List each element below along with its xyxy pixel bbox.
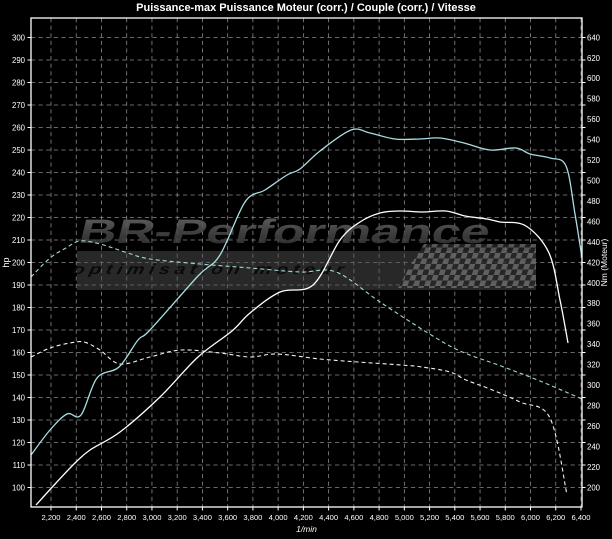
svg-text:Puissance-max Puissance Moteur: Puissance-max Puissance Moteur (corr.) /…	[136, 2, 476, 14]
svg-text:460: 460	[587, 217, 601, 226]
svg-text:200: 200	[587, 483, 601, 492]
svg-text:5,200: 5,200	[420, 513, 439, 522]
svg-text:560: 560	[587, 115, 601, 124]
svg-text:220: 220	[587, 463, 601, 472]
svg-text:230: 230	[12, 191, 26, 200]
svg-text:260: 260	[12, 123, 26, 132]
svg-text:2,400: 2,400	[67, 513, 86, 522]
svg-text:4,000: 4,000	[269, 513, 288, 522]
svg-text:640: 640	[587, 33, 601, 42]
svg-text:100: 100	[12, 483, 26, 492]
svg-text:Nm (Moteur): Nm (Moteur)	[599, 238, 609, 286]
svg-text:3,000: 3,000	[142, 513, 161, 522]
svg-text:hp: hp	[1, 257, 11, 267]
svg-text:3,800: 3,800	[243, 513, 262, 522]
svg-text:110: 110	[13, 461, 26, 470]
svg-text:260: 260	[587, 422, 601, 431]
svg-text:160: 160	[12, 348, 26, 357]
svg-text:130: 130	[12, 416, 26, 425]
svg-text:320: 320	[587, 361, 601, 370]
svg-text:600: 600	[587, 74, 601, 83]
svg-text:360: 360	[587, 320, 601, 329]
svg-text:540: 540	[587, 136, 601, 145]
svg-text:5,400: 5,400	[445, 513, 464, 522]
svg-text:3,600: 3,600	[218, 513, 237, 522]
svg-text:300: 300	[587, 381, 601, 390]
svg-text:200: 200	[12, 258, 26, 267]
svg-text:BR-Performance: BR-Performance	[75, 213, 494, 251]
svg-text:2,800: 2,800	[117, 513, 136, 522]
svg-text:optimisation moteur: optimisation moteur	[71, 261, 350, 278]
svg-text:480: 480	[587, 197, 601, 206]
svg-text:280: 280	[587, 401, 601, 410]
svg-text:4,400: 4,400	[319, 513, 338, 522]
svg-text:4,800: 4,800	[370, 513, 389, 522]
svg-text:5,800: 5,800	[496, 513, 515, 522]
svg-text:120: 120	[12, 438, 26, 447]
svg-text:2,200: 2,200	[41, 513, 60, 522]
svg-text:170: 170	[12, 326, 26, 335]
svg-text:150: 150	[12, 371, 26, 380]
svg-text:5,600: 5,600	[471, 513, 490, 522]
svg-text:4,200: 4,200	[294, 513, 313, 522]
svg-text:5,000: 5,000	[395, 513, 414, 522]
svg-text:140: 140	[12, 393, 26, 402]
svg-text:270: 270	[12, 101, 26, 110]
svg-text:300: 300	[12, 33, 26, 42]
svg-text:340: 340	[587, 340, 601, 349]
svg-text:500: 500	[587, 176, 601, 185]
svg-text:6,200: 6,200	[546, 513, 565, 522]
svg-text:3,200: 3,200	[168, 513, 187, 522]
svg-text:6,000: 6,000	[521, 513, 540, 522]
svg-text:4,600: 4,600	[344, 513, 363, 522]
svg-text:620: 620	[587, 54, 601, 63]
svg-text:180: 180	[12, 303, 26, 312]
svg-text:280: 280	[12, 78, 26, 87]
svg-text:240: 240	[12, 168, 26, 177]
svg-text:2,600: 2,600	[92, 513, 111, 522]
svg-text:250: 250	[12, 146, 26, 155]
svg-text:380: 380	[587, 299, 601, 308]
svg-text:240: 240	[587, 442, 601, 451]
svg-text:290: 290	[12, 56, 26, 65]
svg-text:220: 220	[12, 213, 26, 222]
svg-text:3,400: 3,400	[193, 513, 212, 522]
svg-text:520: 520	[587, 156, 601, 165]
svg-text:210: 210	[12, 236, 26, 245]
svg-text:190: 190	[12, 281, 26, 290]
svg-text:1/min: 1/min	[296, 524, 317, 534]
svg-text:6,400: 6,400	[571, 513, 590, 522]
svg-text:580: 580	[587, 95, 601, 104]
